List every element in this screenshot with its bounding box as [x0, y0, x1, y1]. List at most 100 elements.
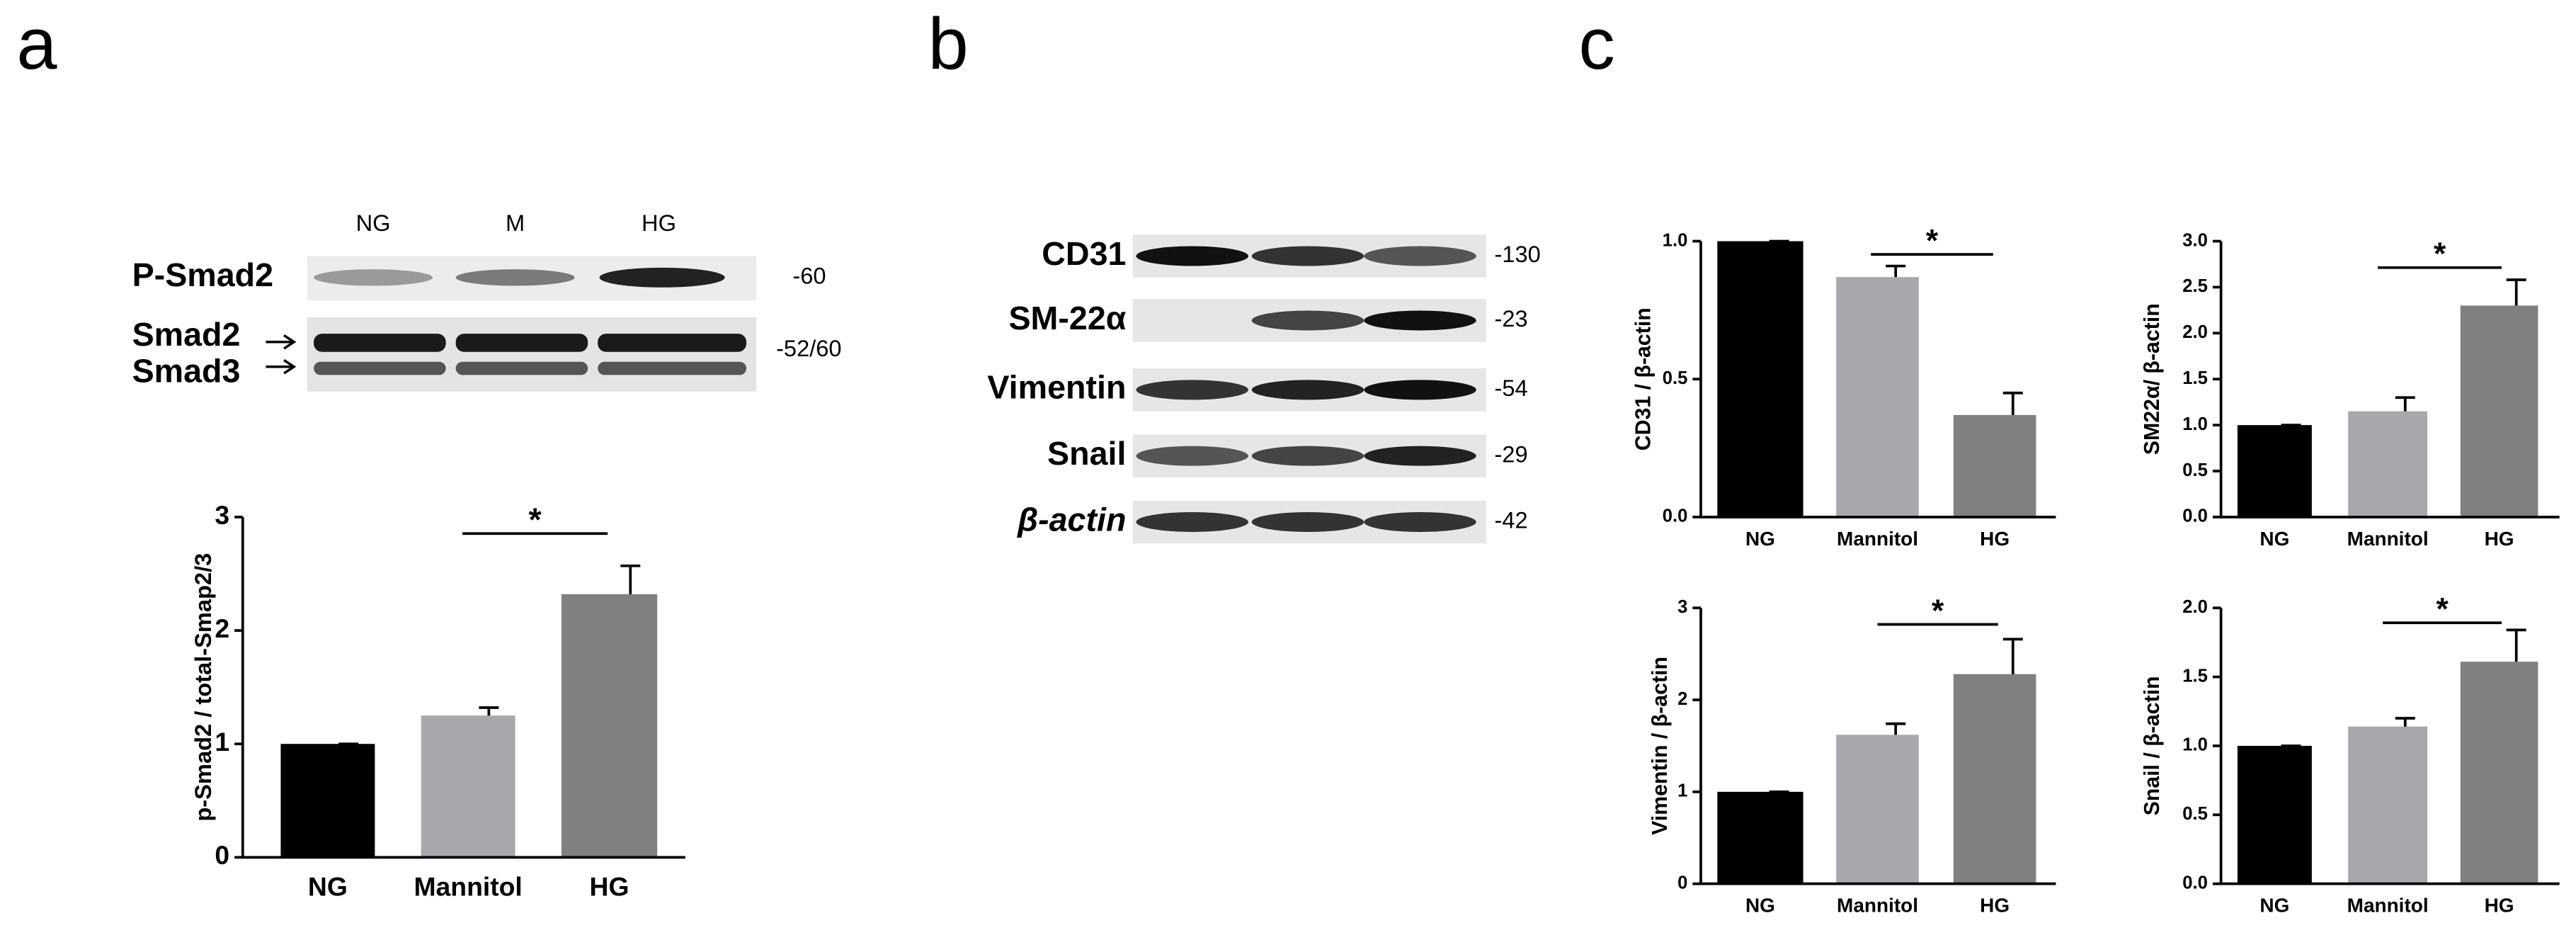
- band: [1251, 310, 1364, 331]
- y-tick-label: 0: [1677, 873, 1687, 892]
- error-bar: [1886, 264, 1906, 278]
- band: [1364, 511, 1476, 532]
- lane-label: HG: [642, 210, 676, 236]
- axis: [1699, 241, 2056, 518]
- bar: [1953, 414, 2036, 517]
- band: [1136, 446, 1249, 466]
- x-tick-label: NG: [2259, 895, 2289, 917]
- x-tick-label: HG: [2485, 528, 2514, 550]
- bar: [421, 715, 515, 858]
- x-tick-label: NG: [1745, 528, 1775, 550]
- band: [599, 267, 725, 288]
- x-tick-label: Mannitol: [1837, 528, 1918, 550]
- x-tick-label: NG: [1745, 895, 1775, 917]
- error-bar: [1886, 722, 1906, 735]
- error-bar: [479, 706, 499, 716]
- bar: [1836, 277, 1919, 517]
- x-tick-label: Mannitol: [2347, 528, 2429, 550]
- x-tick-label: HG: [590, 872, 629, 902]
- error-bar: [2506, 628, 2526, 662]
- panel-label: b: [928, 3, 969, 84]
- band: [1251, 511, 1364, 532]
- mw-label: -23: [1495, 305, 1528, 332]
- bar: [2460, 305, 2538, 517]
- significance-label: *: [1932, 594, 1944, 628]
- y-tick-label: 2.0: [2182, 322, 2208, 342]
- blot-strip: [307, 317, 757, 392]
- x-tick-label: HG: [1980, 528, 2010, 550]
- y-axis-label: SM22α/ β-actin: [2141, 303, 2164, 455]
- y-tick-label: 1.0: [2182, 735, 2208, 755]
- band: [1364, 310, 1476, 331]
- lane-label: NG: [356, 210, 391, 236]
- bar: [1717, 241, 1803, 517]
- axis: [241, 516, 685, 859]
- bar: [2460, 662, 2538, 884]
- mw-label: -54: [1495, 375, 1528, 401]
- y-tick-label: 0.5: [1663, 368, 1688, 388]
- bar: [1717, 791, 1803, 884]
- bar: [2348, 411, 2428, 517]
- blot-row-label: P-Smad2: [132, 256, 274, 293]
- blot-row-label: β-actin: [1017, 501, 1126, 538]
- blot-row-label: CD31: [1042, 235, 1126, 272]
- panel-label: c: [1578, 3, 1614, 84]
- blot-row-label: Snail: [1047, 435, 1126, 472]
- y-tick-label: 3.0: [2182, 230, 2208, 250]
- error-bar: [2002, 638, 2023, 674]
- significance-label: *: [2436, 592, 2449, 627]
- y-tick-label: 1: [215, 727, 229, 756]
- lane-label: M: [506, 210, 525, 236]
- bar: [2237, 425, 2312, 517]
- mw-label: -42: [1495, 507, 1528, 533]
- error-bar: [2395, 396, 2415, 412]
- significance-label: *: [1926, 224, 1939, 259]
- band: [314, 334, 446, 352]
- y-axis-label: Vimentin / β-actin: [1648, 657, 1672, 835]
- mw-label: -52/60: [776, 335, 842, 361]
- band: [455, 334, 588, 352]
- y-axis-label: CD31 / β-actin: [1632, 307, 1655, 450]
- arrow: [266, 334, 297, 350]
- error-bar: [2506, 278, 2526, 306]
- x-tick-label: HG: [2485, 895, 2514, 917]
- y-tick-label: 0.5: [2182, 460, 2208, 480]
- x-tick-label: Mannitol: [2347, 895, 2429, 917]
- blot-row-label: Smad2: [132, 316, 241, 353]
- error-bar: [2002, 391, 2023, 415]
- blot-b: CD31 -130 SM-22α -23 Vimentin -54 Snail -29 β-ac…: [987, 234, 1541, 544]
- x-tick-label: Mannitol: [1837, 895, 1918, 917]
- band: [1136, 511, 1249, 532]
- blot-a: NG M HG P-Smad2 -60 Smad2 Smad3 -52/60: [132, 210, 842, 392]
- y-tick-label: 2.0: [2182, 597, 2208, 617]
- y-axis-label: Snail / β-actin: [2141, 676, 2164, 815]
- y-tick-label: 1.5: [2182, 368, 2208, 388]
- band: [598, 334, 747, 352]
- bar: [561, 594, 658, 858]
- significance-label: *: [529, 501, 542, 538]
- y-tick-label: 3: [215, 500, 229, 530]
- bar: [280, 744, 375, 858]
- band: [455, 361, 588, 375]
- y-tick-label: 2: [215, 613, 229, 643]
- band: [1251, 380, 1364, 400]
- y-tick-label: 2.5: [2182, 276, 2208, 296]
- band: [1251, 446, 1364, 466]
- band: [1364, 446, 1476, 466]
- band: [1251, 246, 1364, 266]
- band: [455, 269, 575, 286]
- y-tick-label: 2: [1677, 689, 1687, 709]
- bar: [1953, 674, 2036, 884]
- y-tick-label: 0: [215, 840, 229, 870]
- band: [1136, 380, 1249, 400]
- band: [1364, 246, 1476, 266]
- significance-label: *: [2434, 237, 2446, 271]
- y-tick-label: 0.5: [2182, 804, 2208, 824]
- band: [598, 361, 747, 375]
- band: [314, 269, 433, 286]
- band: [1364, 380, 1476, 400]
- error-bar: [620, 564, 641, 594]
- blot-row-label: Smad3: [132, 352, 241, 389]
- x-tick-label: NG: [2259, 528, 2289, 550]
